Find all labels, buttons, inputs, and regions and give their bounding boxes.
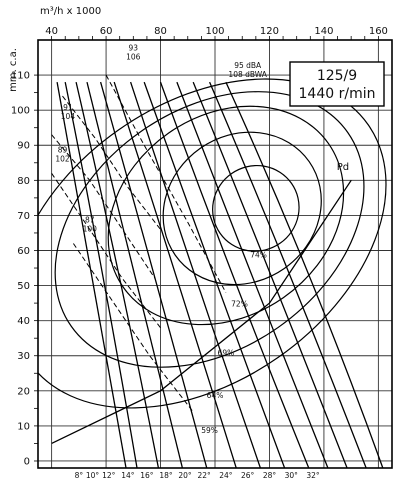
blade-angle-label: 22°	[197, 471, 211, 480]
blade-angle-label: 20°	[178, 471, 192, 480]
blade-angle-label: 12°	[102, 471, 116, 480]
y-tick-label: 30	[17, 351, 30, 362]
pressure-curve	[56, 81, 127, 468]
y-tick-label: 90	[17, 141, 30, 152]
pressure-curve	[209, 81, 367, 468]
noise-dba-label: 89	[58, 145, 68, 154]
efficiency-curve	[107, 105, 345, 326]
efficiency-curve	[54, 91, 365, 368]
y-tick-label: 60	[17, 246, 30, 257]
blade-angle-label: 16°	[140, 471, 154, 480]
y-tick-label: 20	[17, 386, 30, 397]
y-tick-label: 10	[17, 421, 30, 432]
blade-angle-label: 8°	[75, 471, 84, 480]
efficiency-curve	[162, 131, 322, 286]
efficiency-curve	[212, 164, 300, 252]
blade-angle-label: 26°	[241, 471, 255, 480]
noise-curve	[51, 173, 161, 329]
efficiency-label: 72%	[231, 300, 248, 309]
noise-dba-label: 95 dBA	[234, 61, 262, 70]
noise-dba-label: 91	[63, 103, 73, 112]
x-tick-label: 100	[205, 26, 224, 37]
noise-curve	[72, 243, 194, 413]
y-tick-label: 110	[11, 71, 30, 82]
noise-curve	[105, 74, 227, 293]
efficiency-label: 74%	[250, 251, 267, 260]
x-axis-label: m³/h x 1000	[40, 6, 101, 17]
y-tick-label: 0	[24, 456, 30, 467]
pressure-curve	[192, 81, 348, 468]
pressure-curve	[86, 81, 184, 468]
x-tick-label: 160	[369, 26, 388, 37]
x-tick-label: 60	[100, 26, 113, 37]
noise-dba-label: 93	[129, 44, 139, 53]
info-box-model: 125/9	[317, 68, 357, 84]
pressure-curve	[113, 81, 237, 468]
x-tick-label: 40	[45, 26, 58, 37]
y-axis-label: mm. c.a.	[8, 48, 19, 92]
x-tick-label: 80	[154, 26, 167, 37]
y-tick-label: 100	[11, 106, 30, 117]
pressure-curve	[143, 81, 286, 468]
blade-angle-label: 18°	[159, 471, 173, 480]
efficiency-curve	[38, 78, 387, 409]
y-tick-label: 80	[17, 176, 30, 187]
noise-dbwa-label: 106	[126, 53, 141, 62]
blade-angle-label: 24°	[219, 471, 233, 480]
blade-angle-label: 10°	[86, 471, 100, 480]
noise-curve	[51, 134, 156, 279]
x-tick-label: 120	[260, 26, 279, 37]
noise-dbwa-label: 104	[61, 112, 76, 121]
blade-angle-label: 28°	[263, 471, 277, 480]
curves-group	[38, 74, 387, 468]
pressure-curve	[159, 81, 310, 468]
noise-dbwa-label: 100	[83, 224, 98, 233]
y-tick-label: 40	[17, 316, 30, 327]
info-box	[289, 61, 385, 107]
blade-angle-label: 14°	[121, 471, 135, 480]
pressure-curve	[75, 81, 160, 468]
noise-curve	[62, 95, 161, 230]
pressure-curve	[176, 81, 329, 468]
efficiency-label: 69%	[218, 349, 235, 358]
info-box-speed: 1440 r/min	[299, 86, 376, 102]
noise-dbwa-label: 102	[55, 154, 70, 163]
efficiency-label: 64%	[207, 391, 224, 400]
blade-angle-label: 30°	[285, 471, 299, 480]
pressure-curve	[129, 81, 262, 468]
pressure-curve	[225, 81, 384, 468]
blade-angle-label: 32°	[306, 471, 320, 480]
y-tick-label: 70	[17, 211, 30, 222]
y-tick-label: 50	[17, 281, 30, 292]
noise-dbwa-label: 108 dBWA	[228, 70, 267, 79]
noise-dba-label: 87	[85, 215, 95, 224]
x-tick-label: 140	[314, 26, 333, 37]
pd-curve	[51, 179, 352, 444]
efficiency-label: 59%	[201, 426, 218, 435]
pd-label: Pd	[337, 162, 349, 173]
pressure-curve	[64, 81, 138, 468]
